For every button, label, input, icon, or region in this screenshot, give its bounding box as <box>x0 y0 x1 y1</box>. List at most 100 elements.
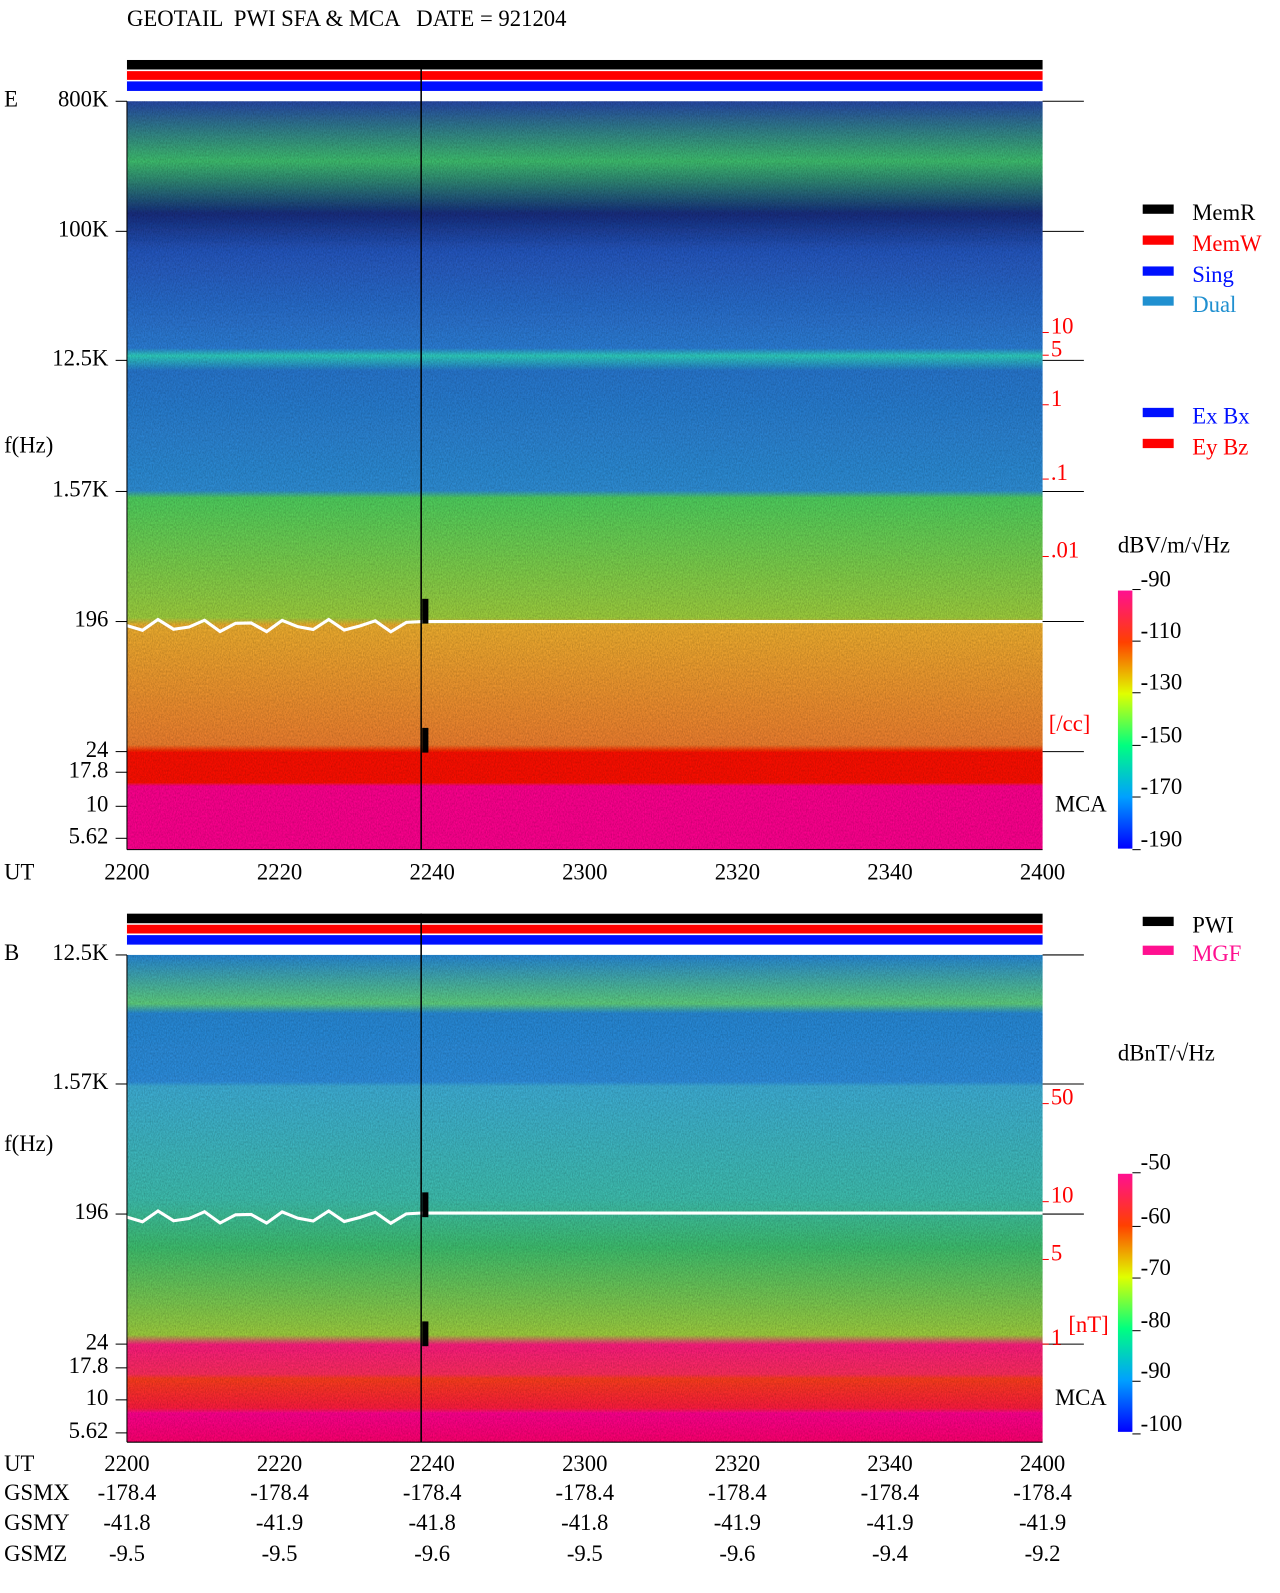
orbit-value: -41.8 <box>409 1510 456 1535</box>
time-tick-label: 2400 <box>1020 1451 1065 1476</box>
colorbar-tick-label: -90 <box>1141 566 1171 591</box>
status-bar <box>126 934 1043 945</box>
freq-tick-label: 12.5K <box>52 940 109 965</box>
legend-label: MGF <box>1192 941 1241 966</box>
orbit-value: -41.9 <box>1019 1510 1066 1535</box>
orbit-value: -9.2 <box>1025 1541 1061 1566</box>
freq-tick-label: 196 <box>74 607 108 632</box>
status-bar <box>126 923 1043 935</box>
colorbar-tick-label: -70 <box>1141 1255 1171 1280</box>
legend-label: PWI <box>1192 912 1234 937</box>
mca-label: MCA <box>1055 1385 1107 1410</box>
orbit-value: -41.8 <box>561 1510 608 1535</box>
orbit-value: -41.9 <box>714 1510 761 1535</box>
freq-tick-label: 800K <box>58 86 109 111</box>
status-bar <box>126 59 1043 71</box>
colorbar-tick-label: -50 <box>1141 1150 1171 1175</box>
density-tick-label: 5 <box>1051 1241 1062 1266</box>
status-bar <box>126 80 1043 91</box>
freq-tick-label: 12.5K <box>52 346 109 371</box>
status-bar <box>126 913 1043 924</box>
time-tick-label: 2400 <box>1020 860 1065 885</box>
time-tick-label: 2200 <box>104 1451 149 1476</box>
legend-swatch <box>1142 916 1174 927</box>
time-tick-label: 2240 <box>409 1451 454 1476</box>
time-tick-label: 2340 <box>867 1451 912 1476</box>
orbit-value: -178.4 <box>403 1480 462 1505</box>
time-tick-label: 2300 <box>562 1451 607 1476</box>
time-tick-label: 2300 <box>562 860 607 885</box>
orbit-value: -41.9 <box>256 1510 303 1535</box>
panel-label: B <box>4 940 19 965</box>
legend-label: Dual <box>1192 292 1236 317</box>
freq-tick-label: 5.62 <box>69 824 109 849</box>
legend-swatch <box>1142 296 1174 306</box>
freq-tick-label: 10 <box>86 1385 109 1410</box>
colorbar-tick-label: -150 <box>1141 722 1183 747</box>
colorbar <box>1117 590 1133 849</box>
x-axis-label: UT <box>4 1451 34 1476</box>
legend-swatch <box>1142 438 1174 449</box>
time-tick-label: 2320 <box>715 1451 760 1476</box>
title: GEOTAIL PWI SFA & MCA DATE = 921204 <box>127 6 567 31</box>
freq-tick-label: 10 <box>86 792 109 817</box>
colorbar-tick-label: -170 <box>1141 774 1183 799</box>
orbit-value: -9.5 <box>262 1541 298 1566</box>
colorbar-title: dBnT/√Hz <box>1118 1040 1215 1065</box>
freq-tick-label: 17.8 <box>69 757 109 782</box>
orbit-value: -9.6 <box>414 1541 450 1566</box>
spectrogram <box>126 101 1043 850</box>
density-unit: [/cc] <box>1049 711 1091 736</box>
density-tick-label: 50 <box>1051 1085 1074 1110</box>
marker <box>422 1192 429 1218</box>
orbit-value: -41.9 <box>866 1510 913 1535</box>
colorbar-tick-label: -100 <box>1141 1411 1183 1436</box>
freq-tick-label: 1.57K <box>52 1069 109 1094</box>
freq-tick-label: 100K <box>58 217 109 242</box>
freq-tick-label: 196 <box>74 1199 108 1224</box>
orbit-value: -178.4 <box>98 1480 157 1505</box>
colorbar-tick-label: -110 <box>1141 618 1182 643</box>
legend-label: Ex Bx <box>1192 403 1250 428</box>
y-axis-label: f(Hz) <box>4 432 53 457</box>
density-tick-label: 1 <box>1051 386 1062 411</box>
density-tick-label: 5 <box>1051 336 1062 361</box>
orbit-value: -9.6 <box>719 1541 755 1566</box>
status-bar <box>126 70 1043 81</box>
plasma-line <box>126 617 1043 634</box>
colorbar-tick-label: -90 <box>1141 1358 1171 1383</box>
mca-label: MCA <box>1055 792 1107 817</box>
colorbar <box>1117 1173 1133 1432</box>
density-tick-label: .01 <box>1051 538 1079 563</box>
time-tick-label: 2240 <box>409 860 454 885</box>
colorbar-title: dBV/m/√Hz <box>1118 532 1230 557</box>
density-tick-label: 10 <box>1051 1183 1074 1208</box>
orbit-value: -178.4 <box>708 1480 767 1505</box>
legend-label: MemR <box>1192 200 1256 225</box>
time-tick-label: 2220 <box>257 1451 302 1476</box>
panel-label: E <box>4 86 18 111</box>
orbit-value: -178.4 <box>250 1480 309 1505</box>
time-tick-label: 2340 <box>867 860 912 885</box>
orbit-value: -178.4 <box>555 1480 614 1505</box>
orbit-name: GSMZ <box>4 1541 67 1566</box>
orbit-value: -41.8 <box>103 1510 150 1535</box>
time-tick-label: 2200 <box>104 860 149 885</box>
time-tick-label: 2320 <box>715 860 760 885</box>
y-axis-label: f(Hz) <box>4 1131 53 1156</box>
plasma-line <box>126 1209 1043 1226</box>
colorbar-tick-label: -60 <box>1141 1203 1171 1228</box>
marker <box>422 598 429 624</box>
freq-tick-label: 24 <box>86 1329 109 1354</box>
spectrogram <box>126 954 1043 1443</box>
density-tick-label: 1 <box>1051 1325 1062 1350</box>
orbit-value: -9.5 <box>109 1541 145 1566</box>
density-tick-label: 10 <box>1051 314 1074 339</box>
marker <box>422 727 429 753</box>
legend-swatch <box>1142 407 1174 418</box>
orbit-value: -178.4 <box>1013 1480 1072 1505</box>
legend-label: Sing <box>1192 262 1234 287</box>
legend-label: MemW <box>1192 231 1262 256</box>
